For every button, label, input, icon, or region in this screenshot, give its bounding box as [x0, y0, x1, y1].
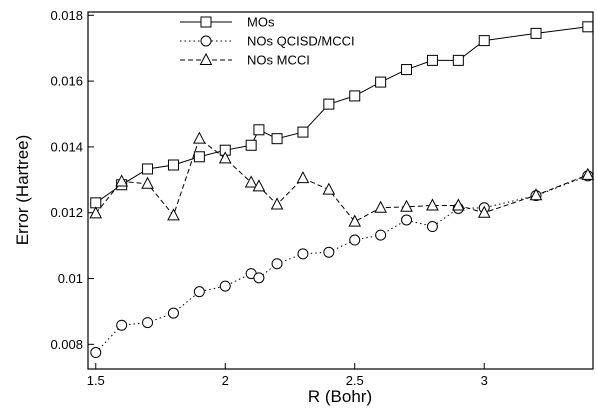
data-point	[582, 21, 594, 33]
legend-item-nos-qcisd-mcci: NOs QCISD/MCCI	[180, 34, 355, 49]
data-point	[477, 205, 491, 218]
legend-marker	[200, 16, 212, 28]
data-point	[348, 214, 362, 227]
data-point	[297, 126, 309, 138]
data-point	[530, 27, 542, 39]
series-line	[95, 137, 589, 223]
y-axis-title: Error (Hartree)	[13, 135, 32, 246]
data-point	[271, 258, 283, 270]
x-tick-label: 1.5	[87, 373, 105, 388]
data-point	[219, 280, 231, 292]
series-nos-mcci	[89, 131, 595, 227]
legend-label: NOs MCCI	[247, 53, 310, 68]
data-point	[400, 199, 413, 212]
data-point	[426, 54, 438, 66]
data-point	[141, 176, 154, 189]
data-point	[296, 171, 310, 184]
data-point	[271, 133, 283, 145]
x-axis-title: R (Bohr)	[308, 387, 372, 406]
y-tick-label: 0.008	[50, 337, 83, 352]
data-point	[193, 286, 205, 298]
data-point	[115, 174, 128, 187]
data-point	[167, 159, 179, 171]
data-point	[89, 206, 103, 219]
data-point	[323, 246, 335, 258]
data-point	[116, 319, 128, 331]
legend-marker	[200, 35, 212, 47]
legend-item-nos-mcci: NOs MCCI	[180, 53, 310, 68]
plot-frame	[87, 11, 594, 370]
y-tick-label: 0.01	[58, 271, 83, 286]
data-point	[253, 272, 265, 284]
data-point	[426, 198, 439, 211]
data-point	[90, 347, 102, 359]
data-point	[401, 214, 413, 226]
data-point	[452, 198, 465, 211]
data-point	[322, 182, 336, 195]
series-layer	[89, 21, 595, 359]
legend: MOs NOs QCISD/MCCI NOs MCCI	[180, 15, 355, 68]
data-point	[452, 54, 464, 66]
y-tick-label: 0.012	[50, 205, 83, 220]
legend-item-mos: MOs	[180, 15, 275, 30]
data-point	[349, 90, 361, 102]
data-point	[270, 197, 284, 210]
x-tick-label: 3	[481, 373, 488, 388]
data-point	[401, 64, 413, 76]
data-point	[426, 221, 438, 233]
x-tick-label: 2.5	[346, 373, 364, 388]
data-point	[252, 179, 266, 192]
data-point	[193, 151, 205, 163]
series-nos-qcisd-mcci	[90, 170, 594, 359]
data-point	[253, 124, 265, 136]
series-mos	[90, 21, 594, 209]
data-point	[142, 317, 154, 329]
data-point	[581, 167, 595, 180]
data-point	[142, 163, 154, 175]
data-point	[478, 35, 490, 47]
axis-ticks: 1.5 2 2.5 3 0.008 0.01 0.012 0.014 0.016 0.018	[50, 8, 487, 388]
data-point	[167, 208, 180, 221]
x-tick-label: 2	[222, 373, 229, 388]
data-point	[245, 139, 257, 151]
data-point	[349, 234, 361, 246]
y-tick-label: 0.016	[50, 74, 83, 89]
y-tick-label: 0.014	[50, 139, 83, 154]
data-point	[374, 200, 387, 213]
data-point	[297, 248, 309, 260]
y-tick-label: 0.018	[50, 8, 83, 23]
data-point	[167, 307, 179, 319]
data-point	[244, 175, 258, 188]
data-point	[375, 76, 387, 88]
data-point	[375, 229, 387, 241]
data-point	[218, 151, 232, 164]
legend-label: NOs QCISD/MCCI	[247, 34, 355, 49]
data-point	[323, 98, 335, 110]
data-point	[529, 188, 543, 201]
data-point	[193, 131, 206, 144]
legend-marker	[199, 52, 213, 65]
series-line	[95, 26, 588, 204]
legend-label: MOs	[247, 15, 275, 30]
